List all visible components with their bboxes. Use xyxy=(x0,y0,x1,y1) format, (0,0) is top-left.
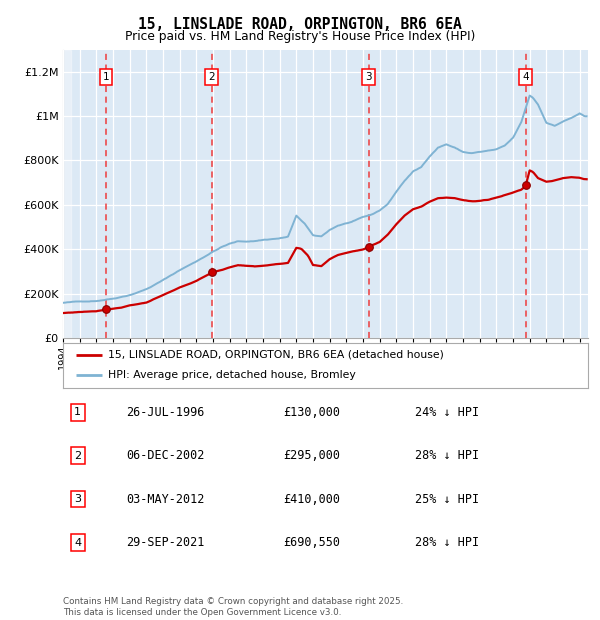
Text: Price paid vs. HM Land Registry's House Price Index (HPI): Price paid vs. HM Land Registry's House … xyxy=(125,30,475,43)
Text: 28% ↓ HPI: 28% ↓ HPI xyxy=(415,450,479,462)
Text: 26-JUL-1996: 26-JUL-1996 xyxy=(126,406,205,419)
Text: 15, LINSLADE ROAD, ORPINGTON, BR6 6EA (detached house): 15, LINSLADE ROAD, ORPINGTON, BR6 6EA (d… xyxy=(107,350,443,360)
Text: 24% ↓ HPI: 24% ↓ HPI xyxy=(415,406,479,419)
Text: £130,000: £130,000 xyxy=(284,406,341,419)
Text: 4: 4 xyxy=(74,538,81,547)
Text: 1: 1 xyxy=(74,407,81,417)
Text: 2: 2 xyxy=(208,72,215,82)
Text: 03-MAY-2012: 03-MAY-2012 xyxy=(126,493,205,505)
Text: 28% ↓ HPI: 28% ↓ HPI xyxy=(415,536,479,549)
Text: 3: 3 xyxy=(365,72,372,82)
Text: 1: 1 xyxy=(103,72,109,82)
Text: 15, LINSLADE ROAD, ORPINGTON, BR6 6EA: 15, LINSLADE ROAD, ORPINGTON, BR6 6EA xyxy=(138,17,462,32)
Text: £410,000: £410,000 xyxy=(284,493,341,505)
Text: 3: 3 xyxy=(74,494,81,504)
Text: Contains HM Land Registry data © Crown copyright and database right 2025.
This d: Contains HM Land Registry data © Crown c… xyxy=(63,598,403,617)
Text: £295,000: £295,000 xyxy=(284,450,341,462)
Bar xyxy=(63,50,71,338)
Text: 06-DEC-2002: 06-DEC-2002 xyxy=(126,450,205,462)
Text: 4: 4 xyxy=(522,72,529,82)
Text: 29-SEP-2021: 29-SEP-2021 xyxy=(126,536,205,549)
Text: 25% ↓ HPI: 25% ↓ HPI xyxy=(415,493,479,505)
Text: HPI: Average price, detached house, Bromley: HPI: Average price, detached house, Brom… xyxy=(107,370,355,381)
Text: £690,550: £690,550 xyxy=(284,536,341,549)
Text: 2: 2 xyxy=(74,451,81,461)
